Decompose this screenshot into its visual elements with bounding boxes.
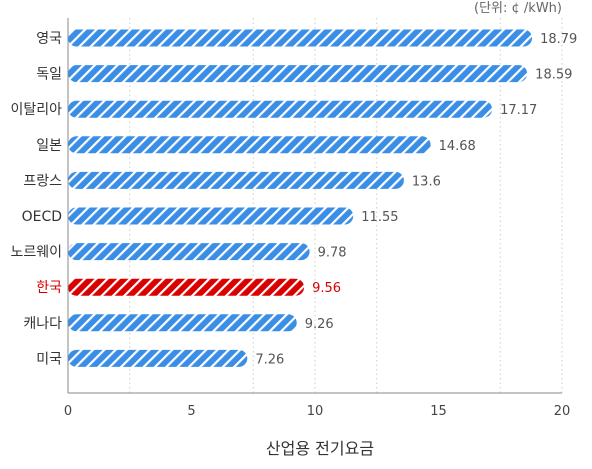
x-tick-label: 20 xyxy=(554,404,571,419)
value-label: 11.55 xyxy=(361,210,398,225)
bar xyxy=(68,136,431,154)
category-label: 영국 xyxy=(36,31,62,47)
x-tick-label: 5 xyxy=(187,404,195,419)
bar xyxy=(68,65,528,83)
value-label: 18.79 xyxy=(540,32,577,47)
x-tick-label: 10 xyxy=(307,404,324,419)
category-label: OECD xyxy=(22,209,62,225)
bars-layer: 영국 18.79 독일 18.59 이탈리아 17.17 일본 14.68 프랑스 13.6 OEC… xyxy=(10,29,577,367)
bar xyxy=(68,314,297,332)
bar xyxy=(68,171,404,189)
unit-label: (단위: ¢ /kWh) xyxy=(474,1,562,16)
bar-highlight xyxy=(68,278,305,296)
value-label: 7.26 xyxy=(255,352,284,367)
value-label: 18.59 xyxy=(535,68,572,83)
bar xyxy=(68,29,533,47)
category-label: 노르웨이 xyxy=(10,245,62,261)
category-label: 한국 xyxy=(36,280,62,296)
value-label: 9.78 xyxy=(318,246,347,261)
x-axis-title: 산업용 전기요금 xyxy=(266,439,374,458)
bar xyxy=(68,349,248,367)
category-label: 프랑스 xyxy=(23,173,62,189)
value-label: 13.6 xyxy=(412,174,441,189)
x-tick-label: 15 xyxy=(430,404,447,419)
category-label: 미국 xyxy=(36,351,62,367)
value-label: 9.26 xyxy=(305,317,334,332)
bar xyxy=(68,207,354,225)
bar xyxy=(68,243,310,261)
value-label: 17.17 xyxy=(500,103,537,118)
x-axis: 0 5 10 15 20 xyxy=(64,18,570,419)
value-label: 14.68 xyxy=(439,139,476,154)
value-label: 9.56 xyxy=(312,281,341,296)
category-label: 이탈리아 xyxy=(10,102,62,118)
category-label: 일본 xyxy=(36,138,62,154)
bar xyxy=(68,100,493,118)
category-label: 독일 xyxy=(36,67,62,83)
x-tick-label: 0 xyxy=(64,404,72,419)
category-label: 캐나다 xyxy=(23,316,62,332)
